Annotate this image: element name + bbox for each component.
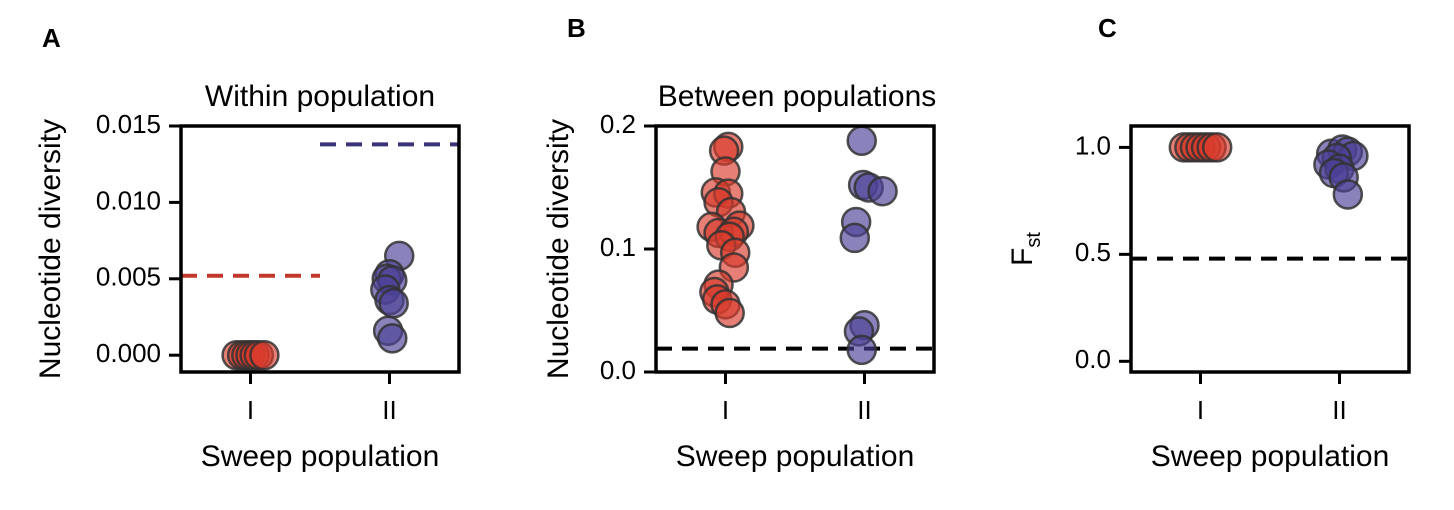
- y-tick-label: 0.015: [96, 109, 161, 139]
- panel-b: B Between populations Nucleotide diversity…: [542, 13, 936, 473]
- x-tick-label: I: [722, 395, 729, 425]
- panel-a: A Within population Nucleotide diversity Sw…: [34, 23, 461, 473]
- y-tick-label: 1.0: [1075, 130, 1111, 160]
- data-point: [377, 323, 408, 354]
- panel-letter: A: [42, 23, 61, 53]
- x-axis-label: Sweep population: [201, 440, 440, 473]
- y-tick-label: 0.2: [600, 109, 636, 139]
- y-axis-label-subscript: st: [1023, 232, 1045, 248]
- x-tick-label: II: [857, 395, 871, 425]
- y-tick-label: 0.0: [1075, 344, 1111, 374]
- panel-letter: B: [567, 13, 586, 43]
- data-point: [378, 287, 409, 319]
- x-tick-label: II: [382, 395, 396, 425]
- y-axis-label: Nucleotide diversity: [34, 119, 67, 379]
- x-tick-label: II: [1332, 395, 1346, 425]
- y-tick-label: 0.005: [96, 262, 161, 292]
- data-point: [249, 339, 280, 371]
- y-tick-label: 0.0: [600, 355, 636, 385]
- data-point: [839, 222, 871, 254]
- data-point: [846, 125, 877, 157]
- y-tick-label: 0.010: [96, 185, 161, 215]
- y-tick-label: 0.1: [600, 232, 636, 262]
- plot-frame: [179, 124, 461, 374]
- data-point: [1332, 179, 1364, 210]
- panel-title: Within population: [205, 80, 435, 113]
- x-axis-label: Sweep population: [676, 440, 915, 473]
- data-point: [846, 334, 877, 366]
- data-point: [714, 297, 745, 329]
- panel-title: Between populations: [658, 80, 937, 113]
- x-tick-label: I: [247, 395, 254, 425]
- plot-frame: [654, 124, 936, 374]
- data-point: [867, 175, 898, 207]
- y-tick-label: 0.5: [1075, 237, 1111, 267]
- panel-letter: C: [1098, 13, 1117, 43]
- y-axis-label: Nucleotide diversity: [542, 119, 575, 379]
- y-axis-label: Fst: [1006, 232, 1045, 266]
- x-tick-label: I: [1197, 395, 1204, 425]
- y-tick-label: 0.000: [96, 338, 161, 368]
- data-point: [1201, 132, 1233, 163]
- plot-frame: [1129, 124, 1411, 374]
- x-axis-label: Sweep population: [1151, 440, 1390, 473]
